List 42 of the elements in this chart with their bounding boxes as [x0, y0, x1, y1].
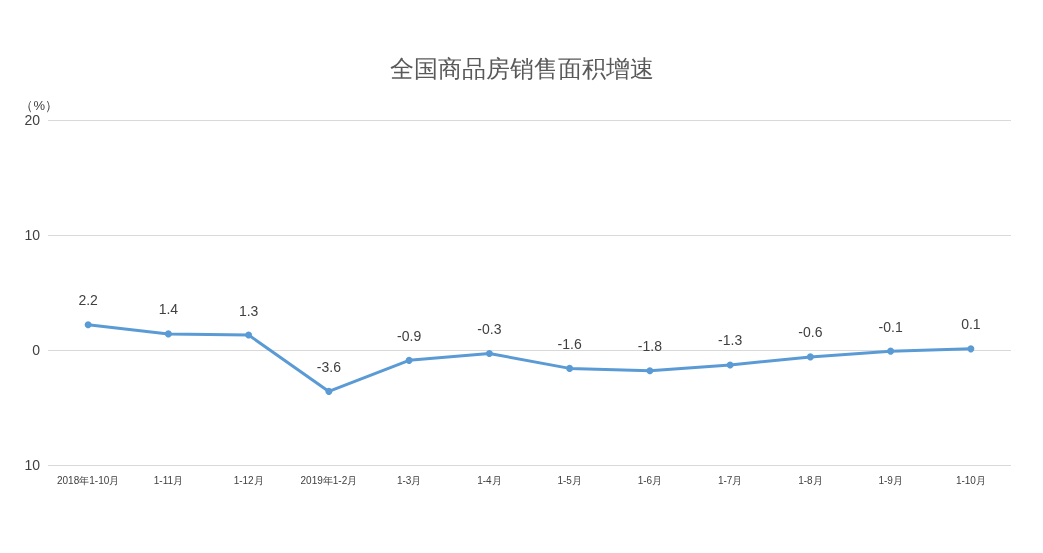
x-tick-label: 1-9月 — [878, 474, 903, 486]
data-label: -3.6 — [316, 358, 342, 375]
point — [164, 330, 172, 338]
chart-title: 全国商品房销售面积增速 — [389, 55, 654, 83]
data-label: -1.8 — [637, 338, 663, 355]
x-tick-label: 2018年1-10月 — [56, 474, 120, 486]
point — [84, 321, 92, 329]
y-tick-label: 10 — [24, 457, 41, 473]
data-label: -0.6 — [798, 324, 823, 341]
data-label: 1.3 — [238, 302, 259, 319]
point — [726, 361, 734, 369]
data-label: -0.1 — [878, 318, 903, 335]
x-tick-label: 1-3月 — [396, 474, 422, 486]
y-tick-label: 0 — [32, 342, 41, 358]
point — [887, 347, 895, 355]
point — [646, 367, 654, 375]
x-tick-label: 1-8月 — [798, 474, 823, 486]
data-label: 0.1 — [961, 316, 981, 333]
data-label: -1.3 — [718, 332, 743, 349]
data-label: -1.6 — [557, 335, 582, 352]
point — [325, 387, 333, 395]
data-label: -0.3 — [477, 320, 502, 337]
y-axis-title: （%） — [20, 98, 58, 113]
data-label: 1.4 — [158, 301, 179, 318]
x-tick-label: 1-10月 — [955, 474, 986, 486]
x-tick-label: 1-7月 — [717, 474, 743, 486]
x-tick-label: 1-6月 — [637, 474, 663, 486]
x-tick-label: 1-5月 — [557, 474, 582, 486]
x-tick-label: 1-4月 — [477, 474, 502, 486]
point — [967, 345, 975, 353]
point — [566, 364, 574, 372]
x-tick-label: 1-11月 — [153, 474, 184, 486]
x-tick-label: 2019年1-2月 — [300, 474, 358, 486]
point — [806, 353, 814, 361]
y-tick-label: 10 — [24, 227, 41, 243]
data-label: -0.9 — [397, 327, 422, 344]
point — [245, 331, 253, 339]
point — [485, 349, 493, 357]
y-tick-label: 20 — [24, 112, 41, 128]
point — [405, 356, 413, 364]
data-label: 2.2 — [78, 292, 99, 309]
x-tick-label: 1-12月 — [233, 474, 264, 486]
